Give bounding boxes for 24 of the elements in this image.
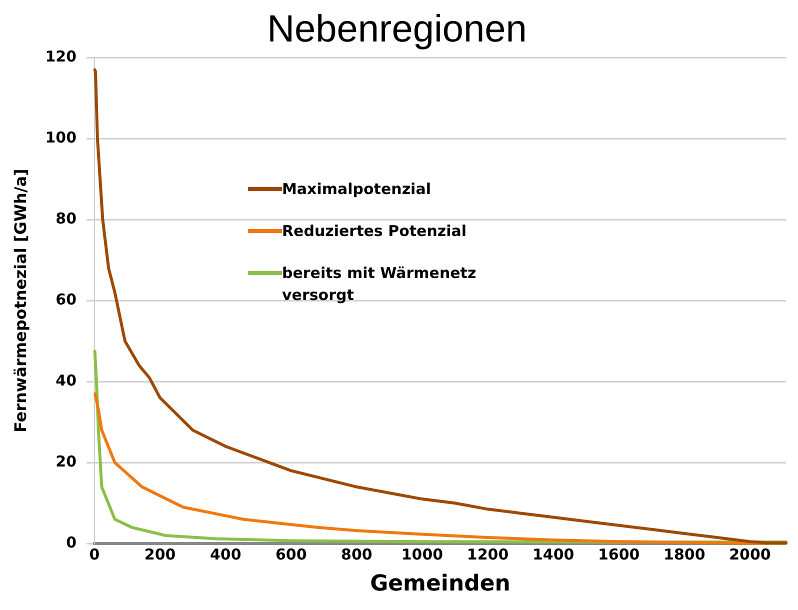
x-tick-label: 0 bbox=[89, 545, 100, 564]
y-tick-label: 0 bbox=[66, 533, 77, 552]
chart-title: Nebenregionen bbox=[267, 8, 527, 50]
x-tick-label: 1000 bbox=[401, 545, 444, 564]
x-tick-label: 1600 bbox=[598, 545, 640, 564]
x-tick-label: 1400 bbox=[532, 545, 574, 564]
legend-label: Reduziertes Potenzial bbox=[282, 221, 467, 242]
y-tick-label: 20 bbox=[56, 452, 77, 470]
x-tick-label: 400 bbox=[210, 545, 242, 564]
y-tick-label: 60 bbox=[56, 290, 77, 308]
x-tick-label: 1800 bbox=[664, 545, 706, 564]
x-tick-label: 800 bbox=[341, 545, 372, 564]
legend-label: Maximalpotenzial bbox=[282, 179, 431, 200]
y-tick-label: 40 bbox=[56, 371, 77, 390]
y-axis-title: Fernwärmepotnezial [GWh/a] bbox=[10, 168, 30, 433]
x-tick-label: 2000 bbox=[729, 545, 771, 564]
y-tick-label: 100 bbox=[45, 128, 77, 146]
legend-label: bereits mit Wärmenetz versorgt bbox=[282, 263, 478, 306]
y-tick-label: 120 bbox=[45, 47, 77, 66]
x-axis-title: Gemeinden bbox=[370, 572, 510, 597]
x-tick-label: 200 bbox=[144, 545, 176, 564]
x-tick-label: 1200 bbox=[466, 545, 509, 564]
y-tick-label: 80 bbox=[56, 209, 77, 228]
x-tick-label: 600 bbox=[275, 545, 307, 564]
